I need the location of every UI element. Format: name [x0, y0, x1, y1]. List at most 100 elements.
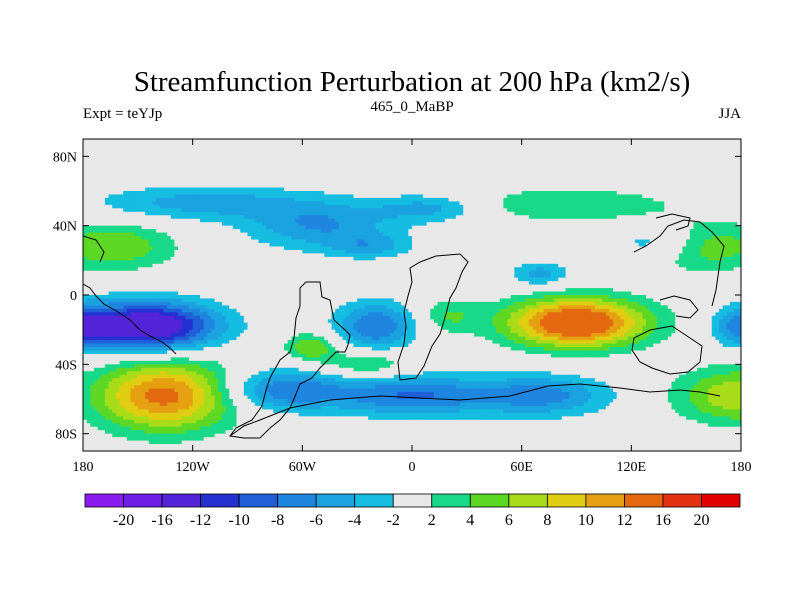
field-cell	[401, 174, 405, 178]
field-cell	[211, 177, 215, 181]
field-cell	[156, 160, 160, 164]
field-cell	[357, 226, 361, 230]
field-cell	[481, 229, 485, 233]
field-cell	[167, 198, 171, 202]
field-cell	[163, 142, 167, 146]
field-cell	[328, 233, 332, 237]
field-cell	[478, 194, 482, 198]
field-cell	[529, 142, 533, 146]
field-cell	[324, 139, 328, 143]
field-cell	[613, 222, 617, 226]
field-cell	[262, 167, 266, 171]
field-cell	[116, 160, 120, 164]
field-cell	[379, 198, 383, 202]
field-cell	[134, 219, 138, 223]
field-cell	[441, 226, 445, 230]
field-cell	[427, 208, 431, 212]
field-cell	[269, 170, 273, 174]
field-cell	[540, 181, 544, 185]
field-cell	[697, 174, 701, 178]
field-cell	[105, 170, 109, 174]
field-cell	[127, 222, 131, 226]
field-cell	[591, 177, 595, 181]
field-cell	[131, 191, 135, 195]
field-cell	[496, 156, 500, 160]
field-cell	[657, 191, 661, 195]
field-cell	[145, 215, 149, 219]
field-cell	[145, 184, 149, 188]
field-cell	[697, 212, 701, 216]
field-cell	[726, 167, 730, 171]
field-cell	[489, 194, 493, 198]
field-cell	[284, 160, 288, 164]
field-cell	[229, 160, 233, 164]
field-cell	[98, 167, 102, 171]
field-cell	[708, 212, 712, 216]
field-cell	[492, 184, 496, 188]
field-cell	[141, 153, 145, 157]
field-cell	[251, 226, 255, 230]
field-cell	[522, 233, 526, 237]
field-cell	[668, 174, 672, 178]
field-cell	[434, 219, 438, 223]
field-cell	[244, 188, 248, 192]
field-cell	[533, 184, 537, 188]
field-cell	[423, 177, 427, 181]
field-cell	[397, 229, 401, 233]
field-cell	[697, 177, 701, 181]
field-cell	[712, 163, 716, 167]
field-cell	[405, 149, 409, 153]
field-cell	[346, 160, 350, 164]
field-cell	[562, 191, 566, 195]
field-cell	[343, 233, 347, 237]
field-cell	[423, 198, 427, 202]
field-cell	[251, 160, 255, 164]
field-cell	[452, 215, 456, 219]
field-cell	[412, 198, 416, 202]
field-cell	[207, 177, 211, 181]
field-cell	[196, 149, 200, 153]
field-cell	[478, 226, 482, 230]
field-cell	[383, 208, 387, 212]
field-cell	[361, 215, 365, 219]
field-cell	[211, 198, 215, 202]
field-cell	[94, 163, 98, 167]
field-cell	[467, 184, 471, 188]
field-cell	[390, 177, 394, 181]
field-cell	[438, 205, 442, 209]
field-cell	[456, 160, 460, 164]
field-cell	[566, 208, 570, 212]
field-cell	[715, 153, 719, 157]
field-cell	[346, 233, 350, 237]
field-cell	[123, 194, 127, 198]
field-cell	[704, 205, 708, 209]
field-cell	[416, 177, 420, 181]
field-cell	[401, 142, 405, 146]
field-cell	[299, 167, 303, 171]
field-cell	[357, 177, 361, 181]
field-cell	[240, 226, 244, 230]
field-cell	[379, 208, 383, 212]
field-cell	[419, 205, 423, 209]
field-cell	[105, 153, 109, 157]
field-cell	[602, 149, 606, 153]
field-cell	[109, 233, 113, 237]
field-cell	[171, 146, 175, 150]
field-cell	[372, 194, 376, 198]
field-cell	[123, 226, 127, 230]
field-cell	[405, 194, 409, 198]
field-cell	[83, 201, 87, 205]
field-cell	[87, 177, 91, 181]
field-cell	[248, 198, 252, 202]
field-cell	[182, 153, 186, 157]
field-cell	[269, 194, 273, 198]
field-cell	[189, 222, 193, 226]
field-cell	[328, 188, 332, 192]
field-cell	[481, 174, 485, 178]
field-cell	[288, 177, 292, 181]
field-cell	[536, 181, 540, 185]
field-cell	[591, 208, 595, 212]
field-cell	[591, 194, 595, 198]
field-cell	[185, 142, 189, 146]
field-cell	[324, 181, 328, 185]
